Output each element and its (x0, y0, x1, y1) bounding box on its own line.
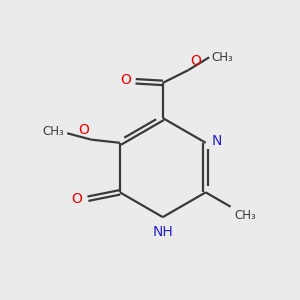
Text: CH₃: CH₃ (42, 125, 64, 138)
Text: NH: NH (152, 225, 173, 239)
Text: O: O (71, 192, 82, 206)
Text: O: O (120, 73, 131, 87)
Text: O: O (79, 123, 89, 137)
Text: O: O (190, 53, 201, 68)
Text: N: N (212, 134, 222, 148)
Text: CH₃: CH₃ (212, 51, 233, 64)
Text: CH₃: CH₃ (234, 209, 256, 222)
